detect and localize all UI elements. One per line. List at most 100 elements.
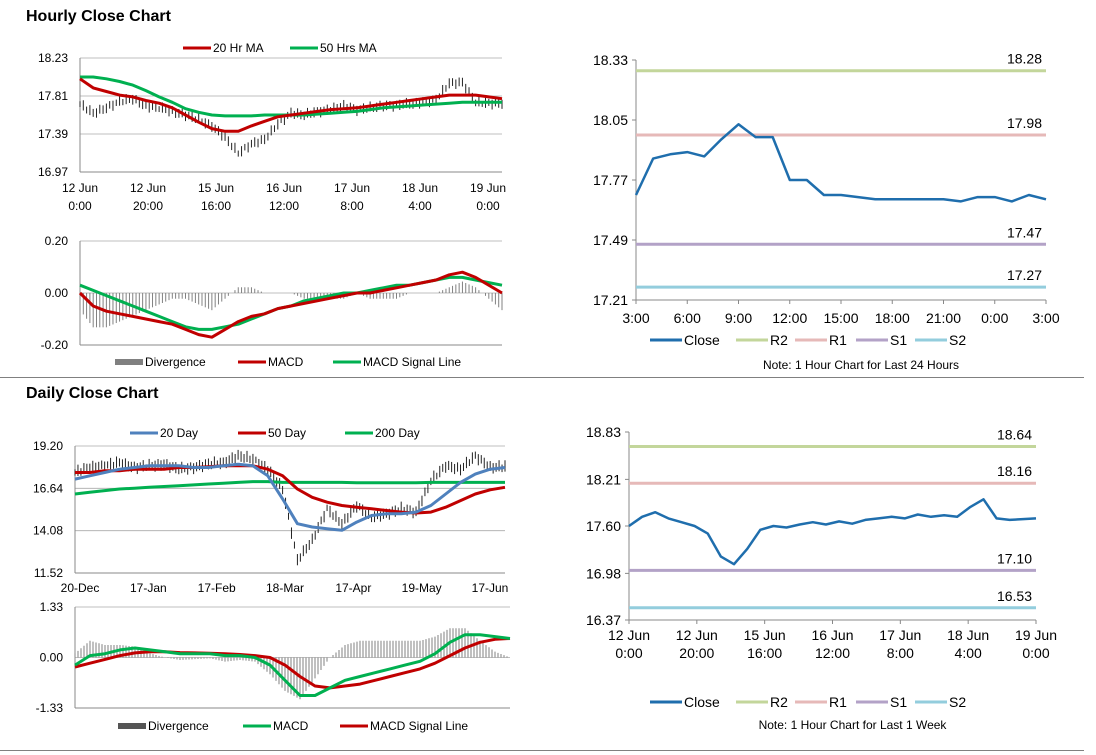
daily-price-x-tick: 17-Feb [198,581,236,595]
hourly-week-legend-r2-label: R2 [770,694,788,710]
hourly-24h-close-line [634,123,1047,203]
hourly-week-x-tick: 4:00 [955,645,982,661]
daily-macd-y-tick: 0.00 [40,651,64,665]
hourly-price-x-tick: 18 Jun [402,181,438,195]
hourly-week-x-tick: 0:00 [615,645,642,661]
hourly-24h-legend-r2-label: R2 [770,332,788,348]
daily-price-y-tick: 16.64 [33,481,63,495]
legend-hourly-divergence-label: Divergence [145,355,206,369]
hourly-price-x-tick: 8:00 [340,199,364,213]
legend-daily-divergence-swatch [118,723,146,729]
hourly-price-y-tick: 17.81 [38,89,68,103]
hourly-24h-legend-s1-label: S1 [890,332,907,348]
daily-macd-y-tick: -1.33 [36,701,64,715]
hourly-week-x-tick: 12:00 [815,645,850,661]
hourly-week-legend-s2-label: S2 [949,694,966,710]
hourly-24h-legend-s2-label: S2 [949,332,966,348]
bottom-divider [0,750,1084,751]
daily-20day-ma-line [74,462,506,532]
hourly-week-close-line [628,498,1037,566]
daily-price-y-tick: 19.20 [33,439,63,453]
hourly-week-legend-close-label: Close [684,694,720,710]
hourly-24h-level-s1-label: 17.47 [1007,224,1042,240]
hourly-week-y-tick: 16.98 [586,565,621,581]
hourly-macd-y-tick: -0.20 [41,338,69,352]
hourly-week-x-tick: 16 Jun [811,627,853,643]
daily-price-y-tick: 11.52 [34,566,63,580]
daily-price-x-tick: 17-Apr [335,581,371,595]
hourly-week-x-tick: 20:00 [679,645,714,661]
hourly-price-x-tick: 4:00 [408,199,432,213]
hourly-24h-x-tick: 9:00 [725,310,752,326]
hourly-price-x-tick: 12:00 [269,199,299,213]
hourly-price-x-tick: 16:00 [201,199,231,213]
hourly-price-x-tick: 0:00 [476,199,500,213]
hourly-price-x-tick: 19 Jun [470,181,506,195]
legend-daily-divergence-label: Divergence [148,719,209,733]
legend-50hr-ma-label: 50 Hrs MA [320,41,377,55]
hourly-20hr-ma-line [79,77,503,133]
hourly-price-y-tick: 17.39 [38,127,68,141]
hourly-week-x-tick: 8:00 [887,645,914,661]
hourly-24h-level-r1-label: 17.98 [1007,115,1042,131]
hourly-week-y-tick: 18.83 [586,424,621,440]
hourly-week-x-tick: 15 Jun [744,627,786,643]
daily-section-title: Daily Close Chart [26,385,159,402]
legend-200day-label: 200 Day [375,426,420,440]
hourly-macd-y-tick: 0.20 [45,234,69,248]
hourly-24h-x-tick: 15:00 [823,310,858,326]
hourly-24h-y-tick: 17.21 [593,292,628,308]
hourly-week-level-r1-label: 18.16 [997,463,1032,479]
hourly-week-x-tick: 19 Jun [1015,627,1057,643]
hourly-price-x-tick: 15 Jun [198,181,234,195]
hourly-24h-x-tick: 3:00 [1032,310,1059,326]
hourly-macd-signal-line [79,275,503,331]
hourly-week-legend-s1-label: S1 [890,694,907,710]
hourly-price-x-tick: 17 Jun [334,181,370,195]
hourly-24h-y-tick: 17.77 [593,172,628,188]
daily-macd-y-tick: 1.33 [40,600,64,614]
hourly-24h-x-tick: 12:00 [772,310,807,326]
hourly-price-x-tick: 20:00 [133,199,163,213]
hourly-24h-level-s2-label: 17.27 [1007,267,1042,283]
daily-price-x-tick: 19-May [402,581,442,595]
hourly-24h-note: Note: 1 Hour Chart for Last 24 Hours [763,358,959,372]
section-divider [0,377,1084,378]
hourly-24h-legend-r1-label: R1 [829,332,847,348]
daily-macd-line [74,633,511,697]
daily-50day-ma-line [75,464,506,515]
daily-price-x-tick: 17-Jun [472,581,509,595]
legend-20hr-ma-label: 20 Hr MA [213,41,264,55]
hourly-24h-x-tick: 0:00 [981,310,1008,326]
hourly-week-level-r2-label: 18.64 [997,427,1032,443]
hourly-price-x-tick: 0:00 [68,199,92,213]
hourly-week-x-tick: 16:00 [747,645,782,661]
daily-price-x-tick: 20-Dec [61,581,100,595]
legend-20day-label: 20 Day [160,426,198,440]
hourly-24h-x-tick: 6:00 [674,310,701,326]
legend-50day-label: 50 Day [268,426,306,440]
hourly-24h-x-tick: 3:00 [622,310,649,326]
hourly-24h-y-tick: 17.49 [593,232,628,248]
legend-hourly-macd-label: MACD [268,355,304,369]
hourly-week-x-tick: 12 Jun [676,627,718,643]
hourly-week-y-tick: 18.21 [586,471,621,487]
hourly-week-y-tick: 16.37 [586,612,621,628]
legend-daily-signal-label: MACD Signal Line [370,719,468,733]
hourly-week-y-tick: 17.60 [586,518,621,534]
hourly-price-y-tick: 16.97 [38,165,68,179]
hourly-price-x-tick: 12 Jun [130,181,166,195]
daily-price-x-tick: 17-Jan [130,581,167,595]
hourly-week-level-s1-label: 17.10 [997,550,1032,566]
hourly-24h-x-tick: 18:00 [875,310,910,326]
hourly-week-x-tick: 12 Jun [608,627,650,643]
hourly-macd-line [78,270,503,339]
legend-daily-macd-label: MACD [273,719,309,733]
hourly-price-y-tick: 18.23 [38,51,68,65]
hourly-24h-y-tick: 18.05 [593,112,628,128]
hourly-week-legend-r1-label: R1 [829,694,847,710]
hourly-24h-legend-close-label: Close [684,332,720,348]
hourly-24h-level-r2-label: 18.28 [1007,51,1042,67]
legend-hourly-divergence-swatch [115,359,143,365]
